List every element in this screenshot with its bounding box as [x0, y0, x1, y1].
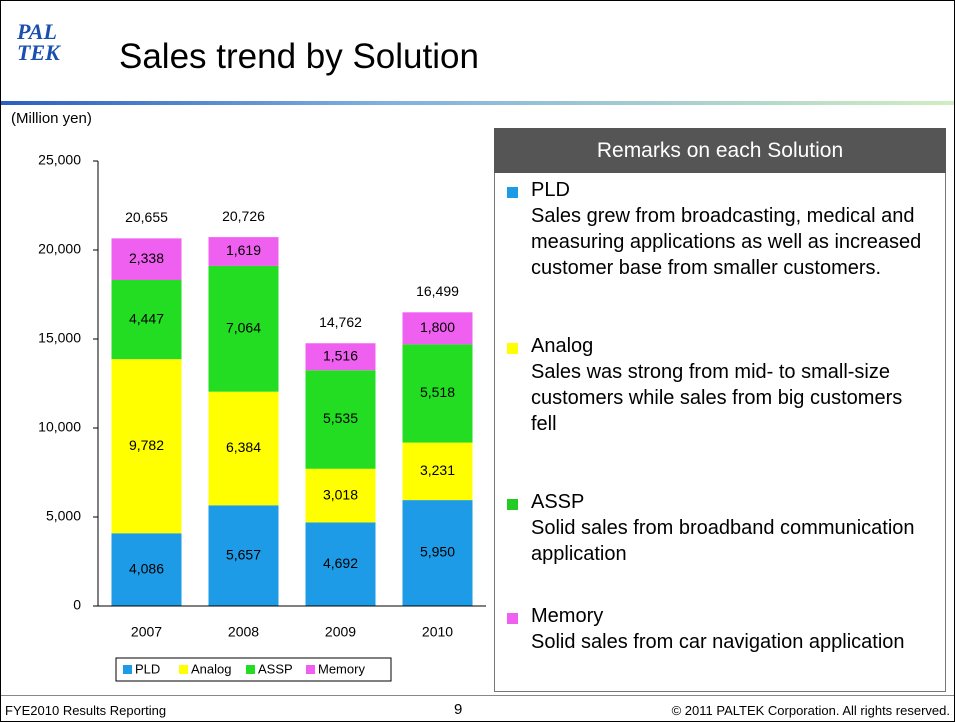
value-label: 4,692: [323, 555, 358, 571]
bar-segment: [111, 359, 182, 534]
x-tick-label: 2007: [131, 624, 162, 640]
remark-name: ASSP: [531, 491, 585, 513]
value-label: 4,086: [129, 560, 164, 576]
page-number: 9: [454, 701, 463, 718]
value-label: 5,518: [420, 384, 455, 400]
y-tick-label: 25,000: [38, 152, 81, 168]
logo: PAL TEK: [17, 19, 60, 65]
legend-swatch: [123, 665, 132, 674]
value-label: 1,619: [226, 242, 261, 258]
value-label: 1,516: [323, 347, 358, 363]
remark-text: Solid sales from car navigation applicat…: [531, 631, 905, 653]
legend-label: PLD: [135, 661, 160, 676]
value-label: 7,064: [226, 320, 261, 336]
bar-segment: [111, 238, 182, 280]
legend-swatch: [306, 665, 315, 674]
logo-text: TEK: [17, 40, 60, 65]
value-label: 9,782: [129, 437, 164, 453]
bar-segment: [208, 265, 279, 392]
footer-rule: [1, 695, 954, 696]
value-label: 3,231: [420, 462, 455, 478]
remark-text: Sales was strong from mid- to small-size…: [531, 361, 903, 435]
bar-segment: [208, 237, 279, 266]
value-label: 6,384: [226, 439, 261, 455]
legend-label: ASSP: [258, 661, 293, 676]
remark-name: PLD: [531, 179, 570, 201]
chart: (Million yen) 0 5,000 10,000 15,000 20,000 25…: [11, 110, 486, 682]
bar-segment: [402, 500, 473, 606]
value-label: 5,657: [226, 546, 261, 562]
x-tick-label: 2009: [325, 624, 356, 640]
bar-segment: [305, 468, 376, 523]
legend-swatch: [246, 665, 255, 674]
total-label: 16,499: [416, 283, 459, 299]
bar-segment: [402, 344, 473, 443]
remark-name: Analog: [531, 335, 594, 357]
value-label: 1,800: [420, 319, 455, 335]
remarks-panel: PLD Sales grew from broadcasting, medical…: [494, 173, 946, 692]
remark-swatch: [507, 187, 518, 198]
y-tick-label: 10,000: [38, 419, 81, 435]
bar-segment: [208, 391, 279, 506]
logo-text: PAL: [17, 19, 57, 44]
x-tick-label: 2010: [422, 624, 453, 640]
y-tick-label: 0: [73, 597, 81, 613]
slide-title: Sales trend by Solution: [119, 37, 479, 76]
bar-segment: [402, 442, 473, 501]
bar-segment: [111, 279, 182, 360]
footer-right: © 2011 PALTEK Corporation. All rights re…: [671, 703, 950, 718]
value-label: 4,447: [129, 310, 164, 326]
y-axis-label: (Million yen): [11, 110, 92, 127]
footer-left: FYE2010 Results Reporting: [5, 703, 167, 718]
bar-segment: [111, 533, 182, 606]
total-label: 14,762: [319, 314, 362, 330]
value-label: 5,950: [420, 544, 455, 560]
remark-swatch: [507, 499, 518, 510]
remark-text: Sales grew from broadcasting, medical an…: [531, 205, 922, 279]
legend-label: Memory: [318, 661, 365, 676]
legend-swatch: [179, 665, 188, 674]
remark-name: Memory: [531, 605, 604, 627]
remark-swatch: [507, 613, 518, 624]
bar-segment: [305, 370, 376, 469]
bar-segment: [208, 505, 279, 606]
bar-segment: [305, 522, 376, 606]
legend-label: Analog: [191, 661, 231, 676]
total-label: 20,655: [125, 209, 168, 225]
x-tick-label: 2008: [228, 624, 259, 640]
bar-segment: [402, 312, 473, 345]
total-label: 20,726: [222, 208, 265, 224]
remarks-heading: Remarks on each Solution: [494, 128, 946, 173]
bar-segment: [305, 343, 376, 371]
y-tick-label: 20,000: [38, 241, 81, 257]
remark-swatch: [507, 343, 518, 354]
y-tick-label: 5,000: [46, 508, 81, 524]
y-tick-label: 15,000: [38, 330, 81, 346]
value-label: 3,018: [323, 486, 358, 502]
remark-text: Solid sales from broadband communication…: [531, 517, 915, 565]
title-rule: [1, 101, 954, 105]
value-label: 2,338: [129, 250, 164, 266]
value-label: 5,535: [323, 410, 358, 426]
